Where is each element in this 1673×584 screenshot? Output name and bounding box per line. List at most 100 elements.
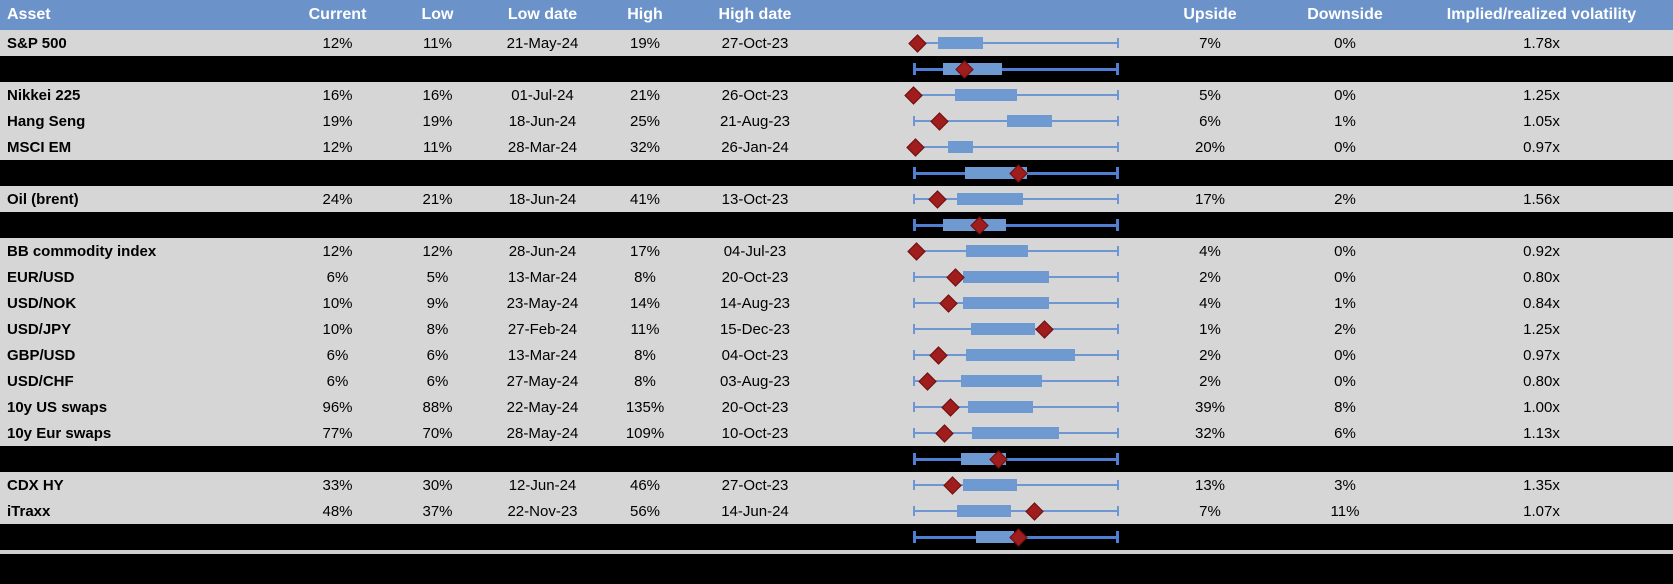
cell-asset: BB commodity index xyxy=(7,242,157,260)
cell-high: 56% xyxy=(629,502,661,520)
cell-current: 12% xyxy=(322,242,353,260)
whisker-cap-right xyxy=(1116,167,1119,179)
cell-vol: 1.25x xyxy=(1523,320,1560,338)
cell-upside: 6% xyxy=(1199,112,1221,130)
header-high: High xyxy=(627,6,663,23)
whisker-cap-left xyxy=(913,453,916,465)
cell-low-date: 21-May-24 xyxy=(506,34,579,52)
cell-low: 11% xyxy=(423,138,452,156)
cell-downside: 0% xyxy=(1334,138,1356,156)
whisker-cap-left xyxy=(913,531,916,543)
range-box xyxy=(937,37,984,49)
cell-high: 32% xyxy=(629,138,661,156)
cell-low-date: 28-May-24 xyxy=(506,424,579,442)
cell-asset: iTraxx xyxy=(7,502,51,520)
cell-asset: USD/JPY xyxy=(7,320,72,338)
cell-high-date: 27-Oct-23 xyxy=(721,34,789,52)
cell-low: 21% xyxy=(422,190,453,208)
cell-current: 10% xyxy=(322,294,353,312)
range-plot xyxy=(913,498,1119,524)
range-box xyxy=(968,401,1034,413)
whisker-cap-right xyxy=(1117,506,1119,516)
whisker-line xyxy=(913,510,1119,512)
range-plot-cell xyxy=(820,82,1140,108)
cell-low-date: 23-May-24 xyxy=(506,294,579,312)
summary-row xyxy=(0,524,1673,550)
current-marker-diamond xyxy=(945,267,965,287)
whisker-line xyxy=(913,457,1119,461)
header-implied-realized-volatility: Implied/realized volatility xyxy=(1446,6,1637,23)
cell-high: 46% xyxy=(629,476,661,494)
range-box xyxy=(1006,115,1053,127)
cell-high-date: 20-Oct-23 xyxy=(721,268,789,286)
whisker-cap-left xyxy=(913,298,915,308)
cell-low: 12% xyxy=(422,242,453,260)
cell-low: 88% xyxy=(422,398,453,416)
range-plot xyxy=(908,30,1119,56)
table-row: USD/JPY 10% 8% 27-Feb-24 11% 15-Dec-23 1% 2% 1.2… xyxy=(0,316,1673,342)
whisker-cap-right xyxy=(1116,531,1119,543)
cell-downside: 1% xyxy=(1334,112,1356,130)
whisker-cap-right xyxy=(1117,376,1119,386)
whisker-cap-right xyxy=(1116,63,1119,75)
range-box xyxy=(957,505,1012,517)
cell-low: 5% xyxy=(426,268,449,286)
header-upside: Upside xyxy=(1183,6,1237,23)
cell-downside: 8% xyxy=(1334,398,1356,416)
cell-low-date: 13-Mar-24 xyxy=(507,268,578,286)
cell-high: 11% xyxy=(630,320,660,338)
cell-low-date: 22-May-24 xyxy=(506,398,579,416)
cell-low: 19% xyxy=(422,112,453,130)
range-plot-cell xyxy=(820,30,1140,56)
cell-vol: 1.25x xyxy=(1523,86,1560,104)
cell-downside: 0% xyxy=(1334,268,1356,286)
summary-row xyxy=(0,56,1673,82)
cell-upside: 20% xyxy=(1194,138,1226,156)
range-box xyxy=(963,271,1049,283)
cell-vol: 0.92x xyxy=(1523,242,1560,260)
cell-current: 16% xyxy=(322,86,353,104)
table-row: 10y Eur swaps 77% 70% 28-May-24 109% 10-Oct-2… xyxy=(0,420,1673,446)
table-row: 10y US swaps 96% 88% 22-May-24 135% 20-Oct-23… xyxy=(0,394,1673,420)
cell-high-date: 15-Dec-23 xyxy=(719,320,791,338)
cell-vol: 1.13x xyxy=(1523,424,1560,442)
header-high-date: High date xyxy=(718,6,792,23)
cell-asset: Nikkei 225 xyxy=(7,86,81,104)
cell-current: 12% xyxy=(322,138,353,156)
cell-high: 19% xyxy=(629,34,661,52)
cell-current: 96% xyxy=(322,398,353,416)
range-plot xyxy=(913,264,1119,290)
cell-downside: 0% xyxy=(1334,86,1356,104)
current-marker-diamond xyxy=(908,33,928,53)
cell-low-date: 27-May-24 xyxy=(506,372,579,390)
cell-low: 16% xyxy=(422,86,453,104)
whisker-cap-left xyxy=(913,194,915,204)
table-row: S&P 500 12% 11% 21-May-24 19% 27-Oct-23 7% 0% 1.… xyxy=(0,30,1673,56)
range-box xyxy=(955,89,1018,101)
range-plot xyxy=(913,56,1119,82)
cell-high: 8% xyxy=(634,268,656,286)
whisker-cap-left xyxy=(913,116,915,126)
range-plot-cell xyxy=(820,160,1140,186)
cell-asset: USD/NOK xyxy=(7,294,77,312)
cell-upside: 1% xyxy=(1199,320,1221,338)
range-box xyxy=(971,323,1035,335)
table-row: Hang Seng 19% 19% 18-Jun-24 25% 21-Aug-23 6% 1%… xyxy=(0,108,1673,134)
cell-asset: USD/CHF xyxy=(7,372,74,390)
cell-downside: 0% xyxy=(1334,34,1356,52)
range-plot-cell xyxy=(820,394,1140,420)
range-plot-cell xyxy=(820,316,1140,342)
range-plot xyxy=(913,472,1119,498)
cell-upside: 4% xyxy=(1199,294,1221,312)
range-plot xyxy=(903,82,1119,108)
cell-low-date: 13-Mar-24 xyxy=(507,346,578,364)
cell-high-date: 27-Oct-23 xyxy=(721,476,789,494)
whisker-cap-left xyxy=(913,480,915,490)
current-marker-diamond xyxy=(935,423,955,443)
whisker-cap-left xyxy=(913,167,916,179)
whisker-cap-right xyxy=(1117,194,1119,204)
header-low: Low xyxy=(421,6,454,23)
range-box xyxy=(976,531,1014,543)
cell-low-date: 18-Jun-24 xyxy=(508,190,577,208)
range-plot-cell xyxy=(820,264,1140,290)
